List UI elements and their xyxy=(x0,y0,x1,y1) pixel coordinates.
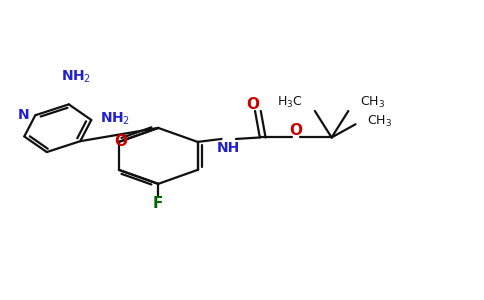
Text: O: O xyxy=(114,134,127,149)
Text: CH$_3$: CH$_3$ xyxy=(360,95,385,110)
Text: CH$_3$: CH$_3$ xyxy=(367,114,393,129)
Text: N: N xyxy=(18,108,30,122)
Text: NH$_2$: NH$_2$ xyxy=(61,69,91,85)
Text: O: O xyxy=(246,97,259,112)
Text: F: F xyxy=(153,196,164,211)
Text: NH: NH xyxy=(217,141,241,155)
Text: O: O xyxy=(289,123,302,138)
Text: NH$_2$: NH$_2$ xyxy=(100,110,130,127)
Text: H$_3$C: H$_3$C xyxy=(277,95,303,110)
